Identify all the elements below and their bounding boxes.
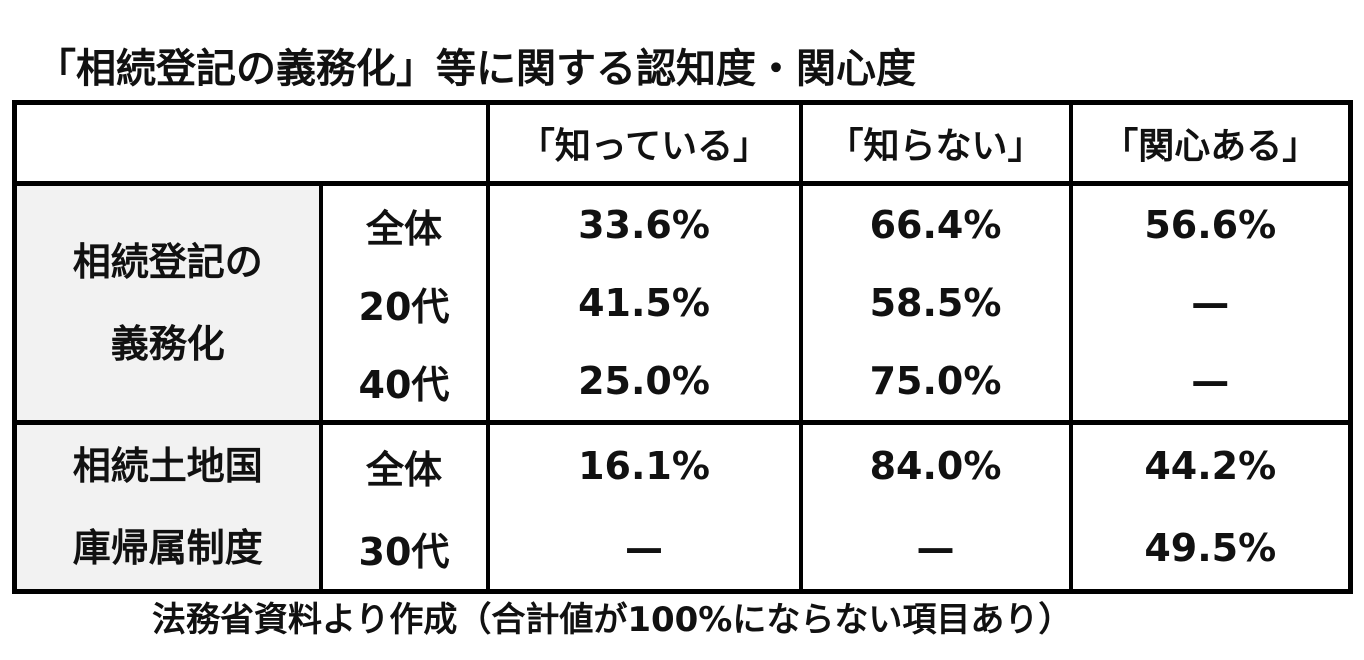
row-label: 30代 <box>318 507 490 592</box>
header-cell: 「知らない」 <box>798 102 1073 186</box>
cell: 66.4% <box>798 181 1073 264</box>
cell: 84.0% <box>798 420 1073 507</box>
title: 「相続登記の義務化」等に関する認知度・関心度 <box>36 46 916 92</box>
cell: 16.1% <box>485 420 803 507</box>
row: 20代 41.5% 58.5% — <box>15 264 1353 342</box>
table-body: 「知っている」 「知らない」 「関心ある」 相続登記の 義務化 全体 33.6% 66.… <box>12 102 1353 592</box>
row-label: 20代 <box>318 264 490 342</box>
cell: 25.0% <box>485 342 803 423</box>
group-label-line: 義務化 <box>110 322 225 366</box>
group-label-line: 相続登記の <box>72 240 263 284</box>
group-label-line: 相続土地国 <box>72 444 263 488</box>
cell: 41.5% <box>485 264 803 342</box>
cell: 75.0% <box>798 342 1073 423</box>
group-label-line: 庫帰属制度 <box>72 526 263 570</box>
cell: — <box>1068 264 1353 342</box>
header-blank <box>12 102 490 186</box>
header-row: 「知っている」 「知らない」 「関心ある」 <box>12 102 1353 186</box>
cell: — <box>798 507 1073 592</box>
row: 30代 — —49.5% <box>15 507 1353 592</box>
header-cell: 「知っている」 <box>485 102 803 186</box>
row: 40代 25.0% 75.0% — <box>15 342 1353 423</box>
group-label: 相続登記の 義務化 <box>12 181 323 423</box>
group-label: 相続土地国庫帰属制度 <box>12 420 323 592</box>
cell: 33.6% <box>485 181 803 264</box>
row: 相続登記の 義務化 全体 33.6% 66.4% 56.6% <box>12 181 1353 423</box>
table: 「知っている」 「知らない」 「関心ある」 相続登記の 義務化 全体 33.6% 66.… <box>12 100 1353 594</box>
row-label: 40代 <box>318 342 490 423</box>
cell: 44.2% <box>1068 420 1353 507</box>
cell: — <box>1068 342 1353 423</box>
cell: 49.5% <box>1068 507 1353 592</box>
cell: 58.5% <box>798 264 1073 342</box>
row: 相続土地国 庫帰属制度 全体 16.1% 84.0% 44.2% <box>12 420 1353 592</box>
note: 法務省資料より作成（合計値が100%にならない項目あり） <box>152 600 1073 640</box>
header-cell: 「関心ある」 <box>1068 102 1353 186</box>
cell: — <box>485 507 803 592</box>
row-label: 全体 <box>318 181 490 264</box>
row-label: 全体 <box>318 420 490 507</box>
cell: 56.6% <box>1068 181 1353 264</box>
